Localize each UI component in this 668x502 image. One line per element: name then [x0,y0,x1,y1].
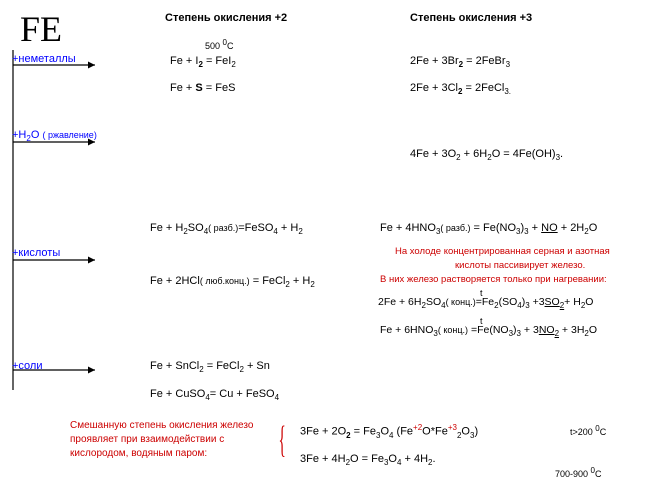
header-ox2: Степень окисления +2 [165,12,287,24]
eq-febr3: 2Fe + 3Br2 = 2FeBr3 [410,55,510,69]
note-passivation-2: кислоты пассивирует железо. [455,260,585,271]
eq-fecl3: 2Fe + 3Cl2 = 2FeCl3. [410,82,511,96]
element-symbol: FE [20,8,62,50]
note-mixed-1: Смешанную степень окисления железо [70,420,253,431]
eq-hno3-conc: Fe + 6HNO3( конц.) =Fe(NO3)3 + 3NO2 + 3H… [380,324,597,338]
cat-nonmetals: +неметаллы [12,53,76,65]
cat-acids: +кислоты [12,247,60,259]
temp-700: 700-900 0С [555,466,601,479]
eq-cuso4: Fe + CuSO4= Cu + FeSO4 [150,388,279,402]
temp-200: t>200 0С [570,424,606,437]
eq-sncl2: Fe + SnCl2 = FeCl2 + Sn [150,360,270,374]
cat-water: +H2O ( ржавление) [12,129,97,143]
eq-hno3-dil: Fe + 4HNO3( разб.) = Fe(NO3)3 + NO + 2H2… [380,222,597,236]
note-passivation-3: В них железо растворяется только при наг… [380,274,607,285]
eq-fe3o4-o2: 3Fe + 2O2 = Fe3O4 (Fe+2O*Fe+32O3) [300,423,478,440]
note-passivation-1: На холоде концентрированная серная и азо… [395,246,610,257]
note-mixed-3: кислородом, водяным паром: [70,448,207,459]
eq-fei2: Fe + I2 = FeI2 [170,55,236,69]
eq-hcl: Fe + 2HCl( люб.конц.) = FeCl2 + H2 [150,275,315,289]
eq-fe3o4-h2o: 3Fe + 4H2O = Fe3O4 + 4H2. [300,453,436,467]
eq-h2so4-dil: Fe + H2SO4( разб.)=FeSO4 + H2 [150,222,303,236]
brace-icon: { [278,418,285,462]
eq-fes: Fe + S = FeS [170,82,235,94]
header-ox3: Степень окисления +3 [410,12,532,24]
eq-feoh3: 4Fe + 3O2 + 6H2O = 4Fe(OH)3. [410,148,563,162]
t-label-1: t [480,288,483,298]
note-mixed-2: проявляет при взаимодействии с [70,434,224,445]
cat-salts: +соли [12,360,43,372]
temp-500: 500 0С [205,38,233,51]
reaction-arrows [10,50,100,400]
eq-h2so4-conc: 2Fe + 6H2SO4( конц.)=Fe2(SO4)3 +3SO2+ H2… [378,296,593,310]
t-label-2: t [480,316,483,326]
